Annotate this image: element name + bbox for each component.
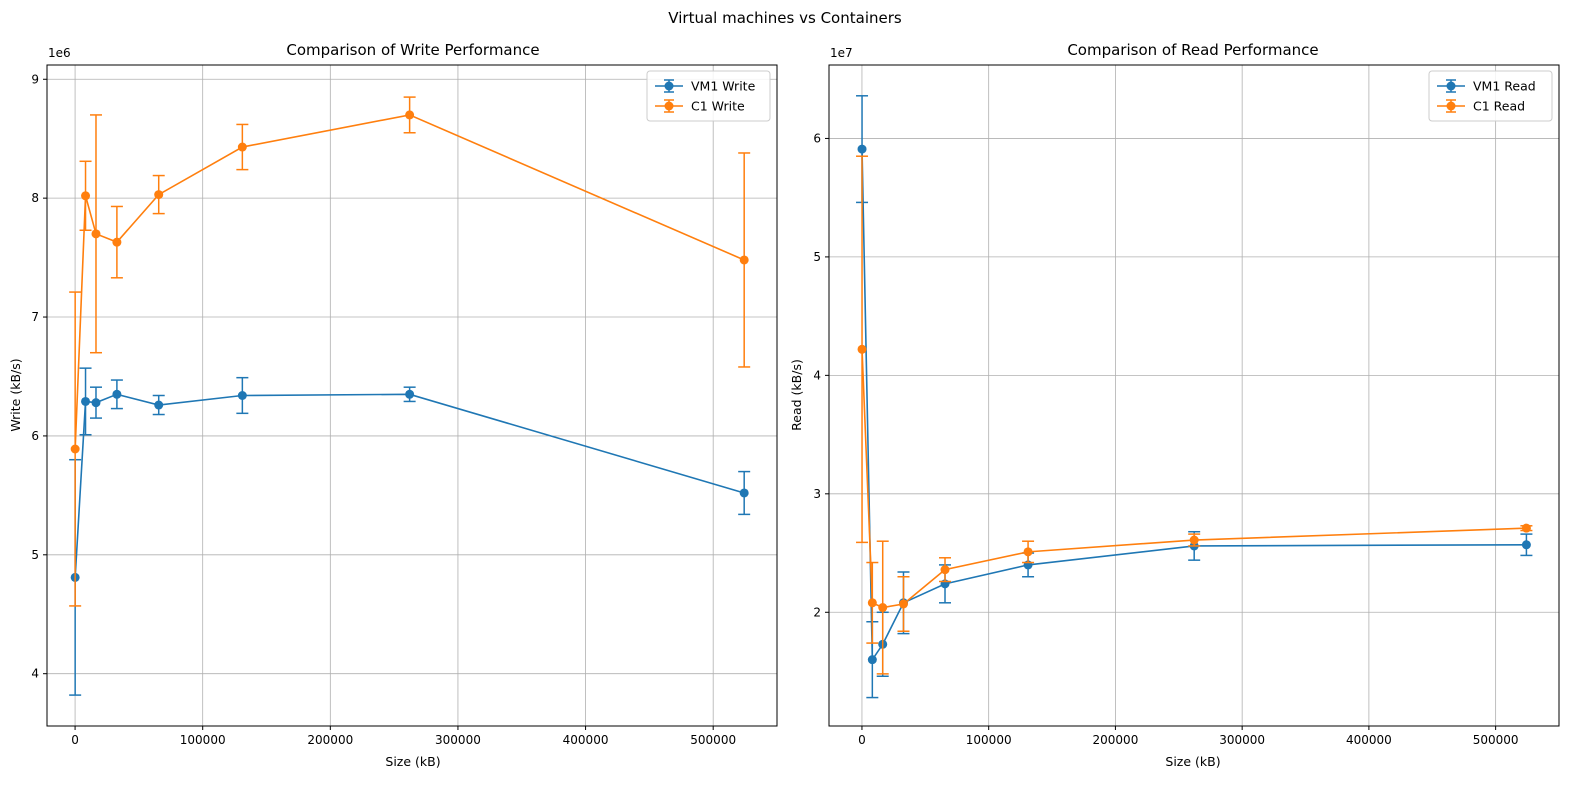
read-x-tick-label: 400000	[1346, 733, 1392, 747]
write-legend-label-vm: VM1 Write	[691, 79, 756, 94]
write-y-tick-label: 5	[31, 548, 39, 562]
write-series-c-point	[237, 142, 247, 152]
read-legend-label-c: C1 Read	[1473, 99, 1525, 114]
write-x-tick-label: 200000	[307, 733, 353, 747]
write-series-vm-point	[81, 396, 91, 406]
write-series-vm-line	[74, 393, 745, 578]
read-series-c	[856, 155, 1533, 675]
read-series-vm-point	[857, 144, 867, 154]
write-x-tick-label: 400000	[563, 733, 609, 747]
read-legend-marker-c	[1446, 101, 1456, 111]
read-y-tick-label: 4	[813, 368, 821, 382]
write-series-vm	[69, 367, 751, 696]
write-series-vm-point	[739, 488, 749, 498]
read-y-tick-label: 6	[813, 131, 821, 145]
read-y-tick-label: 3	[813, 487, 821, 501]
write-chart-title: Comparison of Write Performance	[286, 41, 539, 59]
read-performance-panel: Comparison of Read Performance Size (kB)…	[789, 41, 1560, 769]
write-series-c-point	[81, 191, 91, 201]
write-series-c-point	[739, 255, 749, 265]
write-performance-panel: Comparison of Write Performance Size (kB…	[8, 41, 778, 769]
read-x-tick-label: 300000	[1219, 733, 1265, 747]
write-legend: VM1 Write C1 Write	[646, 70, 771, 122]
write-series-c-point	[91, 229, 101, 239]
read-legend-label-vm: VM1 Read	[1473, 79, 1536, 94]
write-series-vm-point	[91, 398, 101, 408]
read-y-offset-label: 1e7	[830, 46, 853, 60]
read-y-tick-label: 5	[813, 250, 821, 264]
write-series-vm-point	[237, 391, 247, 400]
read-y-axis-label: Read (kB/s)	[789, 359, 804, 431]
read-series-c-point	[867, 598, 877, 608]
read-series-vm-line	[861, 149, 1527, 663]
read-series-c-line	[861, 349, 1527, 609]
read-legend-marker-vm	[1446, 81, 1456, 91]
read-y-tick-label: 2	[813, 605, 821, 619]
write-y-tick-label: 9	[31, 72, 39, 86]
write-series-c-line	[74, 114, 745, 450]
write-legend-label-c: C1 Write	[691, 99, 745, 114]
write-x-axis-label: Size (kB)	[385, 754, 440, 769]
write-legend-box	[646, 70, 771, 122]
read-series-c-point	[857, 344, 867, 354]
read-x-tick-label: 100000	[966, 733, 1012, 747]
write-x-tick-label: 300000	[435, 733, 481, 747]
write-y-tick-label: 6	[31, 429, 39, 443]
write-series-c-point	[405, 110, 415, 120]
read-series-c-point	[1023, 547, 1033, 557]
write-x-tick-label: 500000	[690, 733, 736, 747]
write-y-tick-label: 8	[31, 191, 39, 205]
write-series-vm-point	[154, 400, 164, 410]
read-series-vm	[856, 95, 1533, 699]
write-series-c	[69, 96, 751, 607]
read-x-axis-label: Size (kB)	[1165, 754, 1220, 769]
read-x-tick-label: 0	[858, 733, 866, 747]
write-legend-marker-c	[664, 101, 674, 111]
read-series-c-point	[878, 603, 888, 613]
write-axes-frame	[46, 64, 778, 727]
read-series-vm-point	[867, 655, 877, 665]
read-series-vm-point	[1521, 540, 1531, 550]
write-y-offset-label: 1e6	[48, 46, 71, 60]
read-legend-box	[1428, 70, 1553, 122]
read-chart-title: Comparison of Read Performance	[1067, 41, 1318, 59]
write-x-tick-label: 100000	[180, 733, 226, 747]
write-y-tick-label: 7	[31, 310, 39, 324]
write-y-tick-label: 4	[31, 667, 39, 681]
read-x-tick-label: 200000	[1093, 733, 1139, 747]
read-series-c-point	[1189, 535, 1199, 545]
read-x-tick-label: 500000	[1473, 733, 1519, 747]
write-y-axis-label: Write (kB/s)	[8, 358, 23, 431]
write-series-c-point	[70, 444, 80, 454]
write-series-c-point	[154, 190, 164, 200]
read-axes-frame	[828, 64, 1560, 727]
write-series-c-point	[112, 237, 122, 247]
figure-suptitle: Virtual machines vs Containers	[668, 9, 902, 27]
read-legend: VM1 Read C1 Read	[1428, 70, 1553, 122]
write-series-vm-point	[112, 389, 122, 399]
read-series-c-point	[898, 599, 908, 609]
read-series-c-point	[940, 565, 950, 575]
read-series-c-point	[1521, 523, 1531, 533]
write-legend-marker-vm	[664, 81, 674, 91]
write-series-vm-point	[405, 389, 415, 399]
write-x-tick-label: 0	[71, 733, 79, 747]
